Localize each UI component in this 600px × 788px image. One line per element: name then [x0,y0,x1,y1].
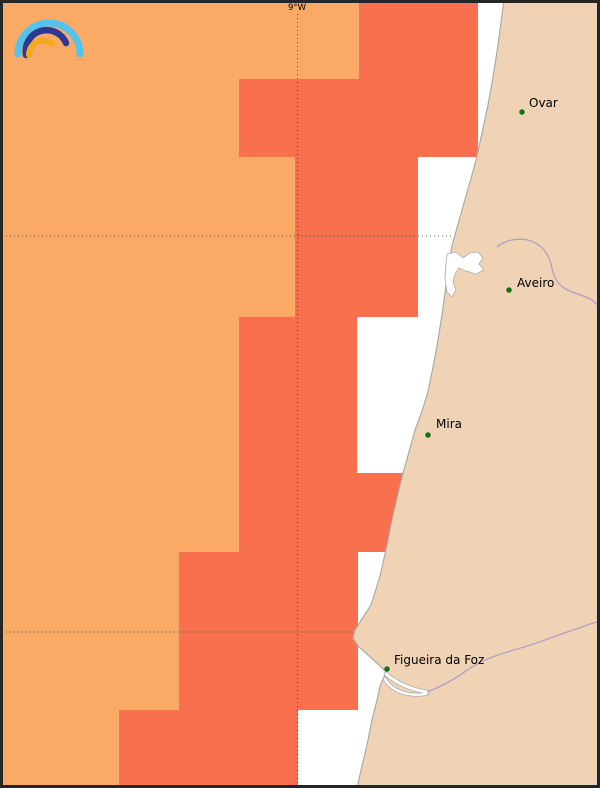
land [353,0,600,788]
warning-zone-red [119,0,478,788]
graticule-meridian-label: 9°W [288,3,307,13]
river-line-south [426,620,600,693]
city-dot-mira [425,432,431,438]
aveiro-lagoon [444,251,485,298]
city-dot-aveiro [506,287,512,293]
warning-zone-orange [0,0,359,788]
city-label-figueira-da-foz: Figueira da Foz [394,653,484,667]
logo-rainbow-arc-yellow [25,37,55,58]
logo-rainbow-arc-navy [22,26,70,59]
estuary-channel-2 [383,677,428,696]
city-dot-figueira-da-foz [384,666,390,672]
city-label-mira: Mira [436,417,462,431]
city-label-aveiro: Aveiro [517,276,554,290]
estuary-channel-1 [384,672,430,694]
logo-rainbow-arc-blue [14,19,84,58]
city-dot-ovar [519,109,525,115]
river-line-north [496,238,600,308]
city-label-ovar: Ovar [529,96,558,110]
